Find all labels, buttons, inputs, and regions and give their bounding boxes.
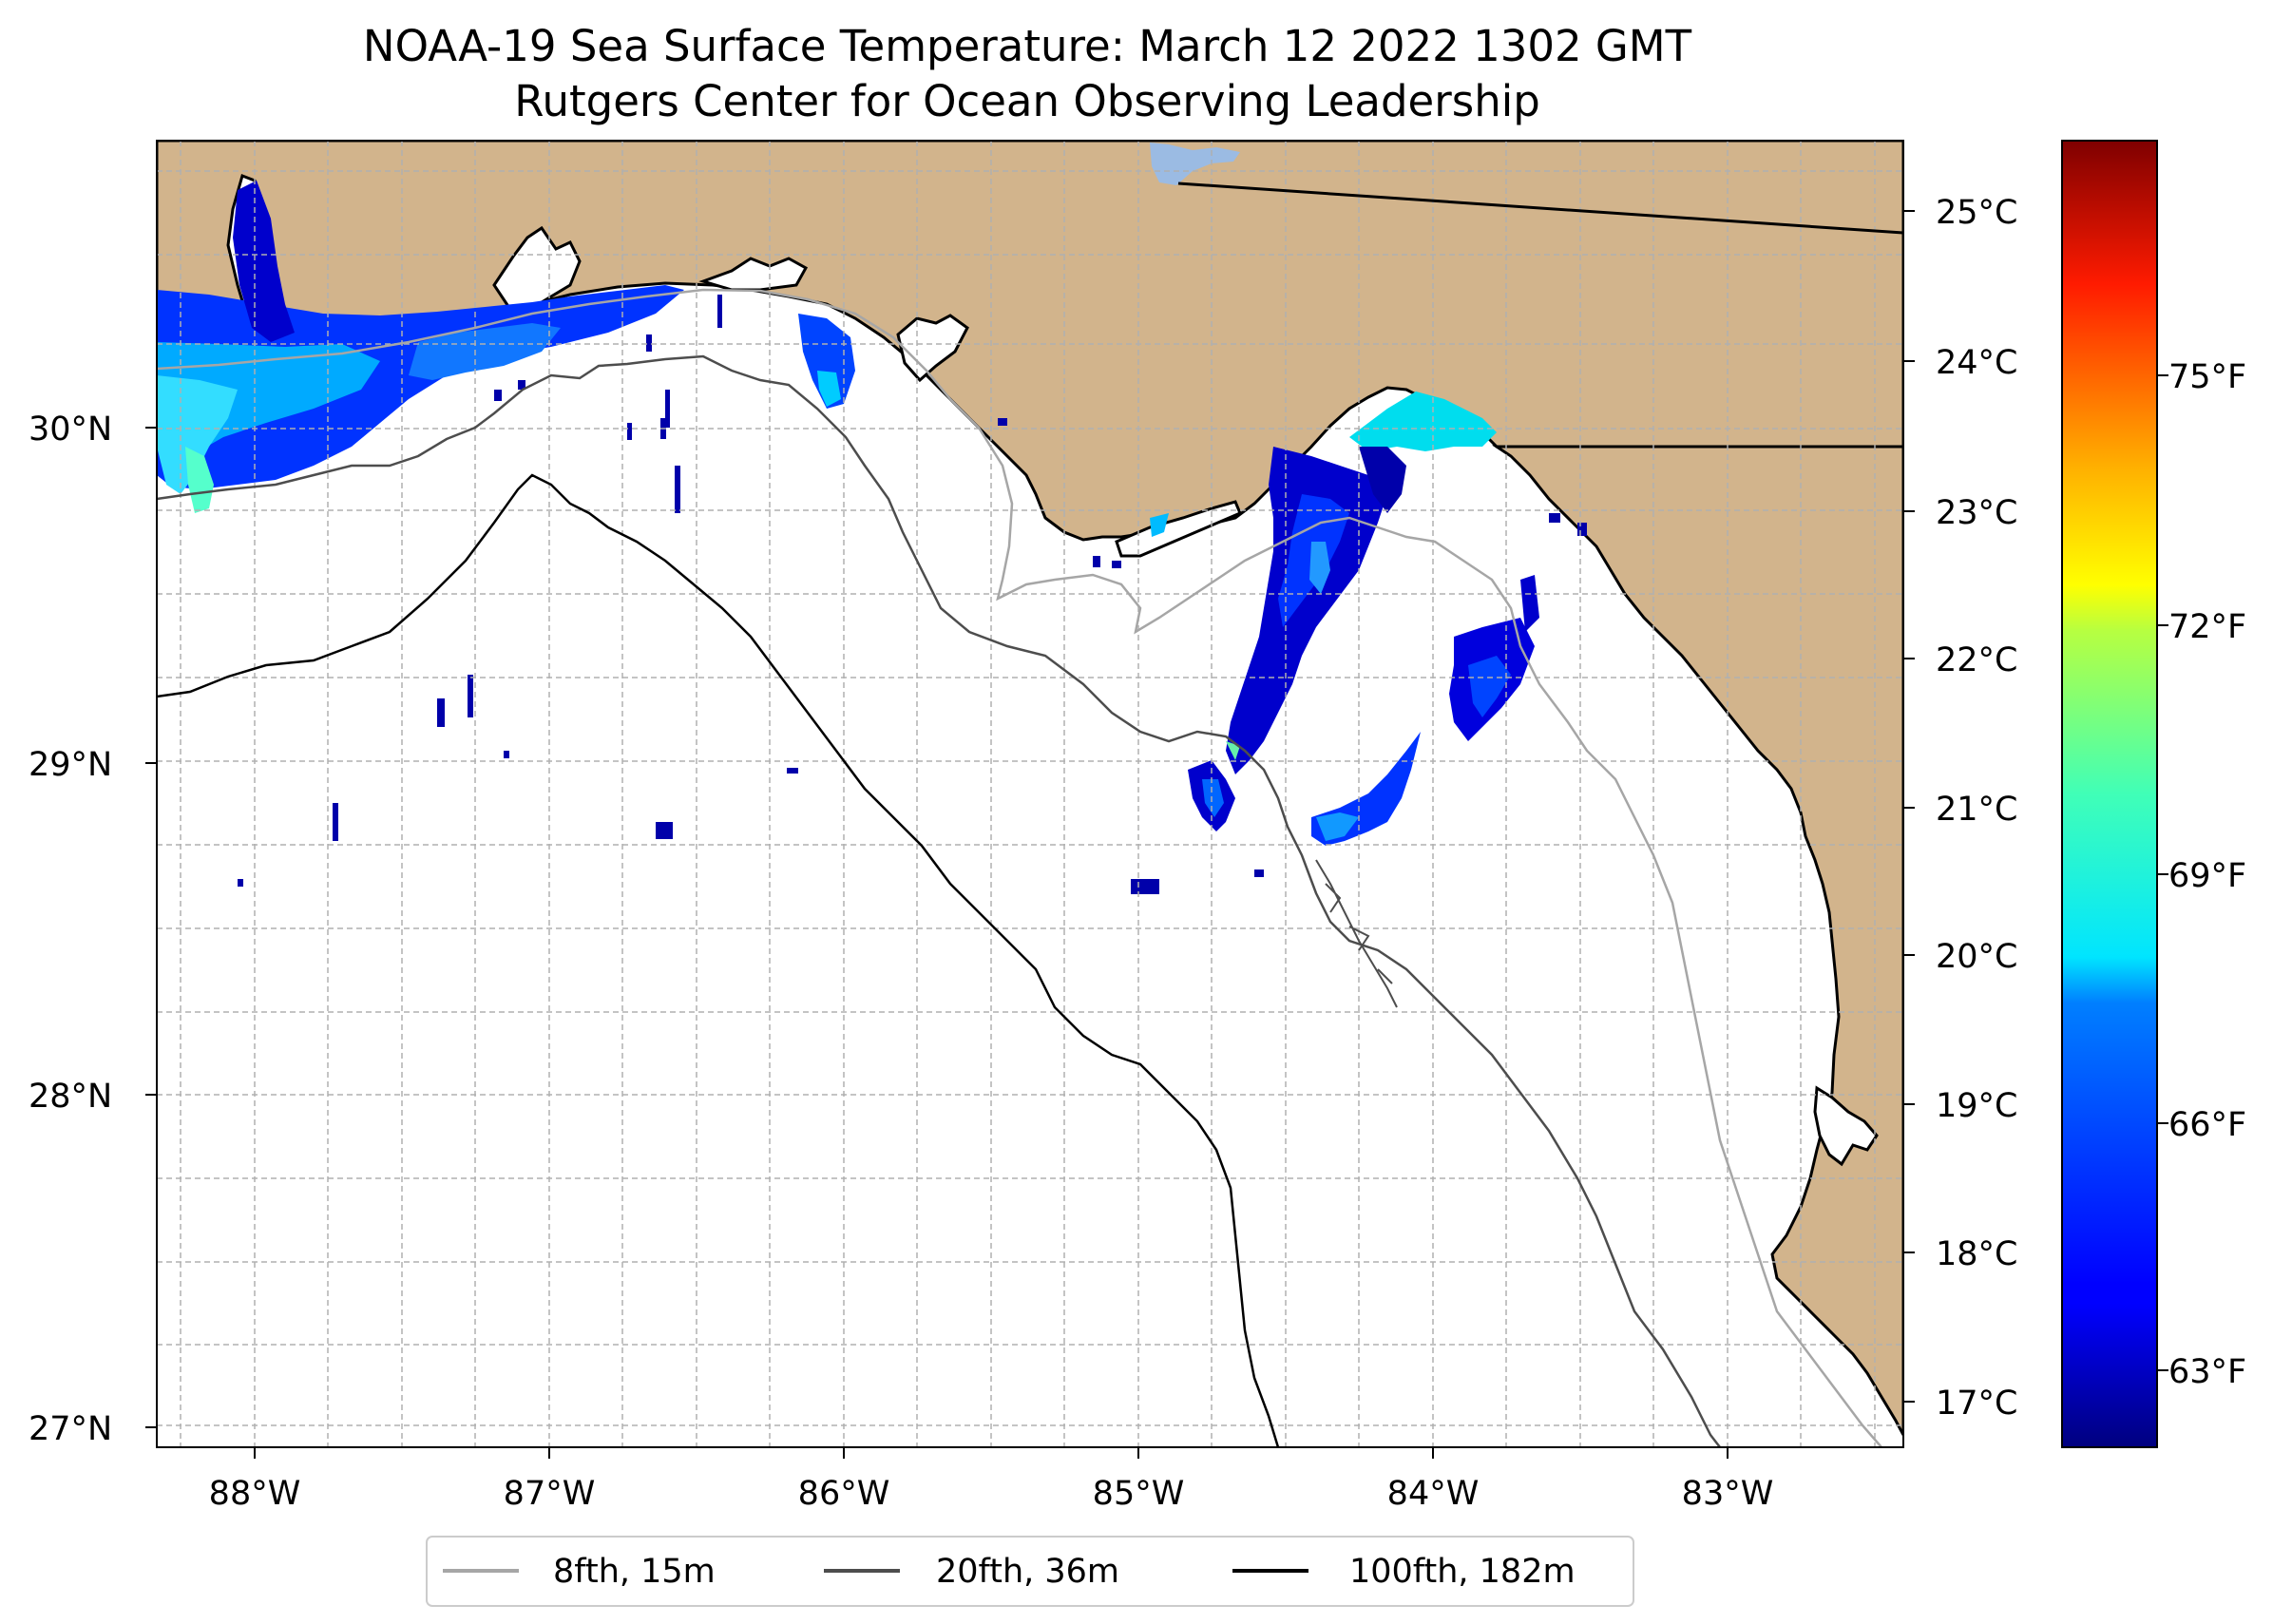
isobath-20fth bbox=[157, 354, 1721, 1447]
tampa-bay bbox=[1813, 1085, 1879, 1167]
legend-label-20fth: 20fth, 36m bbox=[936, 1553, 1119, 1591]
fahrenheit-label: 63°F bbox=[2168, 1353, 2246, 1391]
legend: 8fth, 15m 20fth, 36m 100fth, 182m bbox=[426, 1536, 1634, 1607]
lake bbox=[1150, 143, 1240, 185]
celsius-label: 23°C bbox=[1936, 494, 2017, 532]
lon-label: 85°W bbox=[1093, 1475, 1185, 1513]
lat-label: 29°N bbox=[29, 746, 112, 784]
lon-label: 86°W bbox=[798, 1475, 890, 1513]
isobath-100fth bbox=[157, 473, 1280, 1447]
map-area bbox=[157, 141, 1903, 1447]
fahrenheit-label: 66°F bbox=[2168, 1106, 2246, 1144]
lat-labels: 30°N 29°N 28°N 27°N bbox=[29, 411, 112, 1448]
legend-label-8fth: 8fth, 15m bbox=[553, 1553, 716, 1591]
title-line1: NOAA-19 Sea Surface Temperature: March 1… bbox=[363, 21, 1692, 71]
celsius-label: 18°C bbox=[1936, 1235, 2017, 1273]
state-border bbox=[1177, 182, 1903, 235]
lon-label: 88°W bbox=[209, 1475, 301, 1513]
map-frame bbox=[156, 140, 1904, 1448]
celsius-labels: 25°C 24°C 23°C 22°C 21°C 20°C 19°C 18°C … bbox=[1936, 194, 2017, 1423]
apalachicola-bay bbox=[1115, 500, 1242, 558]
isobath-20fth-islands bbox=[1315, 859, 1398, 1008]
celsius-label: 20°C bbox=[1936, 938, 2017, 976]
legend-box bbox=[426, 1536, 1634, 1607]
sst-data bbox=[157, 181, 1587, 894]
fahrenheit-ticks bbox=[2157, 374, 2168, 1371]
fahrenheit-label: 75°F bbox=[2168, 358, 2246, 396]
lon-labels: 88°W 87°W 86°W 85°W 84°W 83°W bbox=[209, 1475, 1774, 1513]
lat-label: 27°N bbox=[29, 1410, 112, 1448]
celsius-label: 17°C bbox=[1936, 1385, 2017, 1423]
lon-ticks bbox=[254, 1447, 1729, 1459]
fahrenheit-label: 69°F bbox=[2168, 857, 2246, 895]
lon-label: 87°W bbox=[504, 1475, 596, 1513]
lon-label: 84°W bbox=[1387, 1475, 1480, 1513]
lat-label: 28°N bbox=[29, 1078, 112, 1116]
colorbar bbox=[2061, 140, 2158, 1448]
st-andrew-bay bbox=[896, 314, 969, 383]
fahrenheit-labels: 75°F 72°F 69°F 66°F 63°F bbox=[2168, 358, 2246, 1391]
lat-ticks bbox=[145, 427, 157, 1428]
celsius-label: 22°C bbox=[1936, 641, 2017, 679]
legend-label-100fth: 100fth, 182m bbox=[1349, 1553, 1576, 1591]
celsius-ticks bbox=[1903, 210, 1915, 1403]
gridlines bbox=[157, 141, 1903, 1447]
lat-label: 30°N bbox=[29, 411, 112, 449]
lon-label: 83°W bbox=[1682, 1475, 1774, 1513]
celsius-label: 24°C bbox=[1936, 344, 2017, 382]
celsius-label: 19°C bbox=[1936, 1087, 2017, 1125]
title-line2: Rutgers Center for Ocean Observing Leade… bbox=[514, 76, 1540, 126]
fahrenheit-label: 72°F bbox=[2168, 608, 2246, 646]
isobath-8fth bbox=[157, 288, 1882, 1447]
celsius-label: 25°C bbox=[1936, 194, 2017, 232]
celsius-label: 21°C bbox=[1936, 791, 2017, 829]
